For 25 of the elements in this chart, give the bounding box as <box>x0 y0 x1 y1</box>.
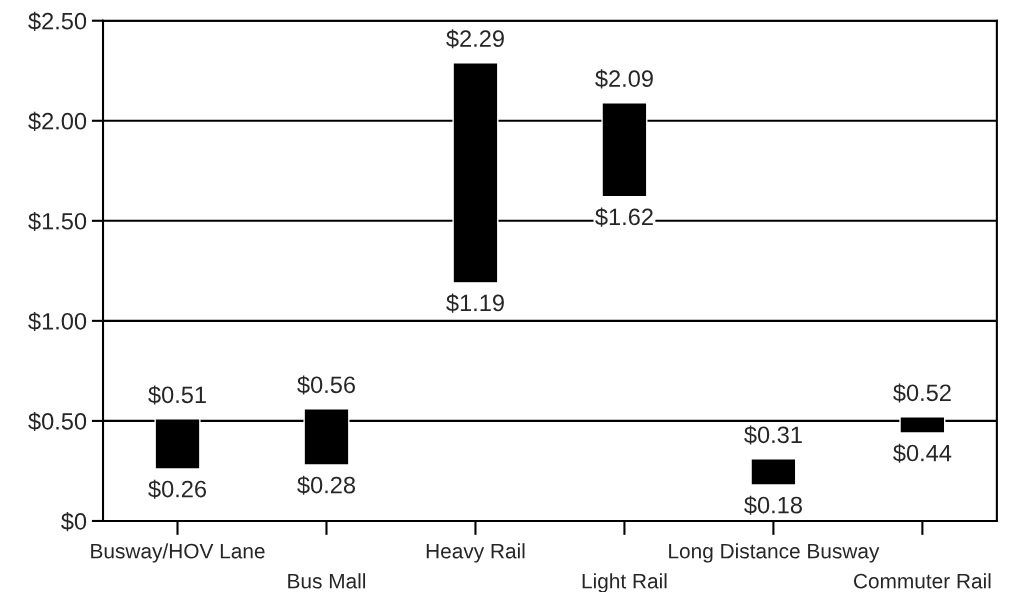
x-tick-label: Heavy Rail <box>426 543 525 563</box>
y-tick-label: $1.50 <box>28 211 87 232</box>
x-tick-label: Bus Mall <box>288 573 366 589</box>
annotation: $0.52 <box>893 383 951 403</box>
annotation: $2.09 <box>595 69 653 89</box>
annotation: $0.26 <box>148 479 207 499</box>
annotation: $0.28 <box>297 475 355 495</box>
annotation: $0.51 <box>148 385 206 405</box>
bar <box>750 458 797 486</box>
y-tick-label: $0.50 <box>28 411 87 432</box>
x-tick-label: Busway/HOV Lane <box>91 543 265 563</box>
annotation: $1.62 <box>595 207 653 227</box>
annotation: $0.31 <box>744 425 802 445</box>
annotation: $0.18 <box>744 495 802 515</box>
annotation: $0.44 <box>893 443 952 463</box>
annotation: $0.56 <box>297 375 355 395</box>
annotation: $2.29 <box>446 29 504 49</box>
y-tick-label: $0 <box>61 512 87 532</box>
x-tick-label: Light Rail <box>582 573 667 592</box>
y-tick-label: $2.00 <box>28 111 87 131</box>
annotation: $1.19 <box>446 293 504 313</box>
x-tick-label: Long Distance Busway <box>669 543 880 563</box>
y-tick-label: $2.50 <box>28 11 87 31</box>
x-tick-label: Commuter Rail <box>853 573 991 589</box>
y-tick-label: $1.00 <box>28 311 87 332</box>
